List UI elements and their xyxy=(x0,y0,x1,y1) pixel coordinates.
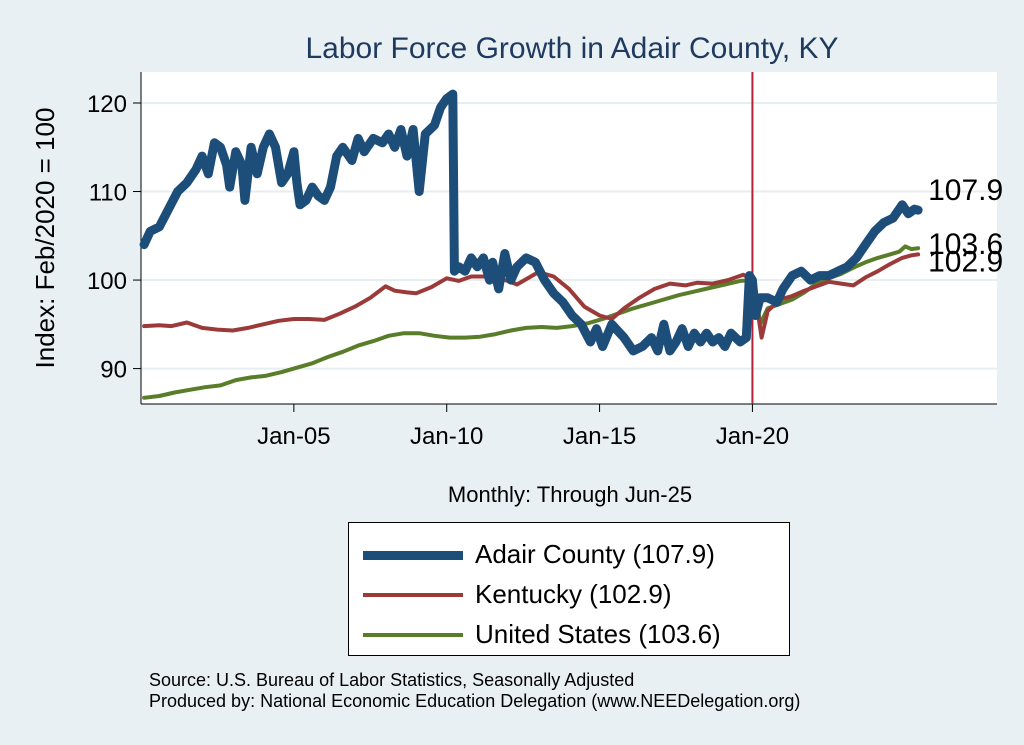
x-tick-label: Jan-15 xyxy=(563,423,636,450)
legend-swatch-kentucky xyxy=(363,593,463,597)
y-axis-title: Index: Feb/2020 = 100 xyxy=(30,108,60,369)
produced-by-line: Produced by: National Economic Education… xyxy=(149,691,801,711)
end-label-0: 107.9 xyxy=(928,174,1003,207)
legend-label-adair: Adair County (107.9) xyxy=(475,539,715,569)
legend-item-united-states: United States (103.6) xyxy=(349,615,789,655)
y-tick-label: 90 xyxy=(100,357,127,384)
axes: 90 100 110 120 Jan-05 Jan-10 Jan-15 Jan-20 xyxy=(87,72,997,450)
chart-title: Labor Force Growth in Adair County, KY xyxy=(305,32,838,65)
series-line-1 xyxy=(142,252,921,340)
plot-area xyxy=(141,72,997,404)
source-note: Source: U.S. Bureau of Labor Statistics,… xyxy=(149,670,800,712)
y-tick-label: 110 xyxy=(89,180,127,207)
y-tick-label: 120 xyxy=(87,91,127,118)
source-line: Source: U.S. Bureau of Labor Statistics,… xyxy=(149,670,635,690)
legend-label-united-states: United States (103.6) xyxy=(475,619,721,649)
end-label-1: 102.9 xyxy=(928,245,1003,278)
series-group xyxy=(139,89,923,400)
x-tick-label: Jan-20 xyxy=(716,423,789,450)
legend-label-kentucky: Kentucky (102.9) xyxy=(475,579,672,609)
legend-item-kentucky: Kentucky (102.9) xyxy=(349,575,789,615)
series-line-0 xyxy=(139,89,923,356)
legend: Adair County (107.9) Kentucky (102.9) Un… xyxy=(348,522,790,656)
x-tick-label: Jan-05 xyxy=(257,423,330,450)
legend-swatch-adair xyxy=(363,550,463,560)
legend-item-adair: Adair County (107.9) xyxy=(349,535,789,575)
grid-lines xyxy=(141,101,997,370)
end-label-2: 103.6 xyxy=(928,228,1003,261)
x-axis-note: Monthly: Through Jun-25 xyxy=(448,482,692,507)
y-tick-label: 100 xyxy=(87,268,127,295)
legend-swatch-united-states xyxy=(363,633,463,637)
x-tick-label: Jan-10 xyxy=(410,423,483,450)
